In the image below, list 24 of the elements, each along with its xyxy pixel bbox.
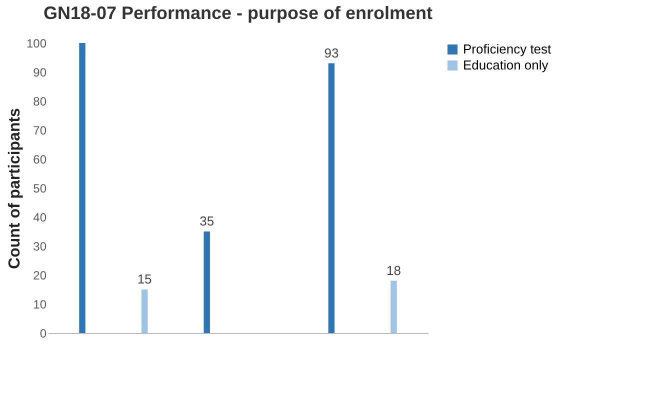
y-axis-title: Count of participants <box>6 108 24 269</box>
chart-title: GN18-07 Performance - purpose of enrolment <box>43 3 433 23</box>
bar <box>204 232 210 333</box>
y-tick-label: 80 <box>33 94 47 108</box>
data-label: 18 <box>386 262 401 278</box>
bar <box>328 63 335 333</box>
legend-label: Education only <box>463 58 549 72</box>
y-tick-label: 100 <box>26 36 47 50</box>
y-tick-label: 40 <box>33 210 47 224</box>
bar <box>79 43 86 333</box>
y-tick-label: 50 <box>33 182 47 196</box>
data-label: 35 <box>200 214 214 228</box>
legend-label: Proficiency test <box>463 42 552 56</box>
data-label: 93 <box>324 45 339 60</box>
y-tick-label: 20 <box>33 268 47 282</box>
bar <box>390 280 397 333</box>
y-tick-label: 60 <box>33 152 47 166</box>
y-tick-label: 0 <box>40 326 47 340</box>
y-tick-label: 10 <box>33 298 47 312</box>
y-tick-label: 30 <box>33 240 47 254</box>
y-tick-label: 70 <box>33 124 47 138</box>
y-tick-label: 90 <box>33 66 47 80</box>
bar <box>141 290 148 333</box>
data-label: 15 <box>137 272 152 286</box>
